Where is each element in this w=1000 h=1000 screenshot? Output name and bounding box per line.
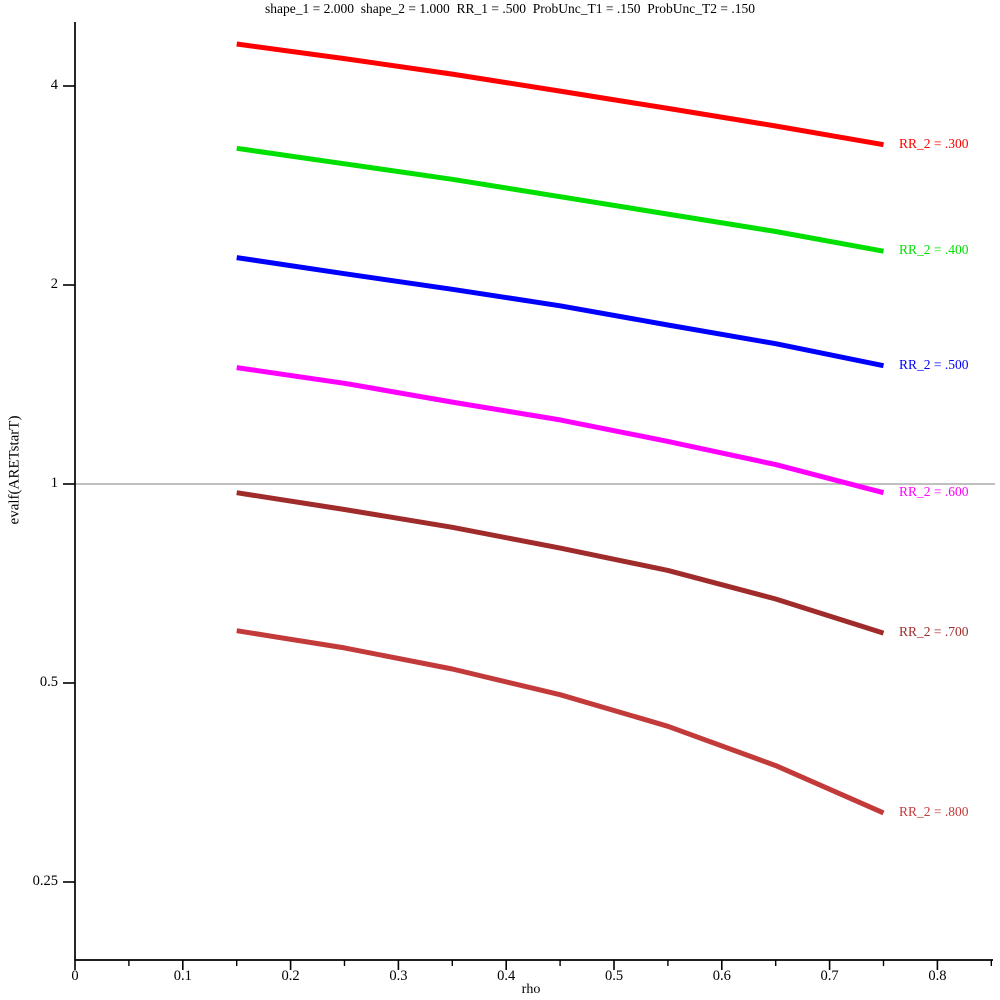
series-line-2 xyxy=(236,255,884,369)
chart-title: shape_1 = 2.000 shape_2 = 1.000 RR_1 = .… xyxy=(265,1,755,16)
series-label-1: RR_2 = .400 xyxy=(899,242,969,258)
y-tick-label: 4 xyxy=(50,77,58,93)
x-tick-label: 0.1 xyxy=(173,968,192,984)
series-line-5 xyxy=(236,628,885,816)
x-tick-label: 0.6 xyxy=(712,968,731,984)
x-tick-label: 0.3 xyxy=(389,968,408,984)
x-tick-label: 0.7 xyxy=(820,968,839,984)
series-label-0: RR_2 = .300 xyxy=(899,135,969,151)
x-tick-label: 0.2 xyxy=(281,968,300,984)
x-tick-label: 0.4 xyxy=(497,968,516,984)
x-tick-label: 0.8 xyxy=(928,968,947,984)
x-tick-label: 0 xyxy=(71,968,79,984)
y-tick-label: 1 xyxy=(50,475,58,491)
x-tick-label: 0.5 xyxy=(604,968,624,984)
series-label-5: RR_2 = .800 xyxy=(899,803,969,819)
series-label-4: RR_2 = .700 xyxy=(899,624,969,640)
series-label-2: RR_2 = .500 xyxy=(899,356,969,372)
series-line-3 xyxy=(236,365,885,496)
series-line-4 xyxy=(236,490,885,636)
series-label-3: RR_2 = .600 xyxy=(899,483,969,499)
series-line-1 xyxy=(236,145,884,254)
y-tick-label: 0.5 xyxy=(39,674,58,690)
y-tick-label: 2 xyxy=(50,276,58,292)
y-tick-label: 0.25 xyxy=(32,873,58,889)
x-axis-label: rho xyxy=(521,982,541,997)
y-axis-label: evalf(ARETstarT) xyxy=(6,415,23,525)
series-line-0 xyxy=(236,41,884,148)
